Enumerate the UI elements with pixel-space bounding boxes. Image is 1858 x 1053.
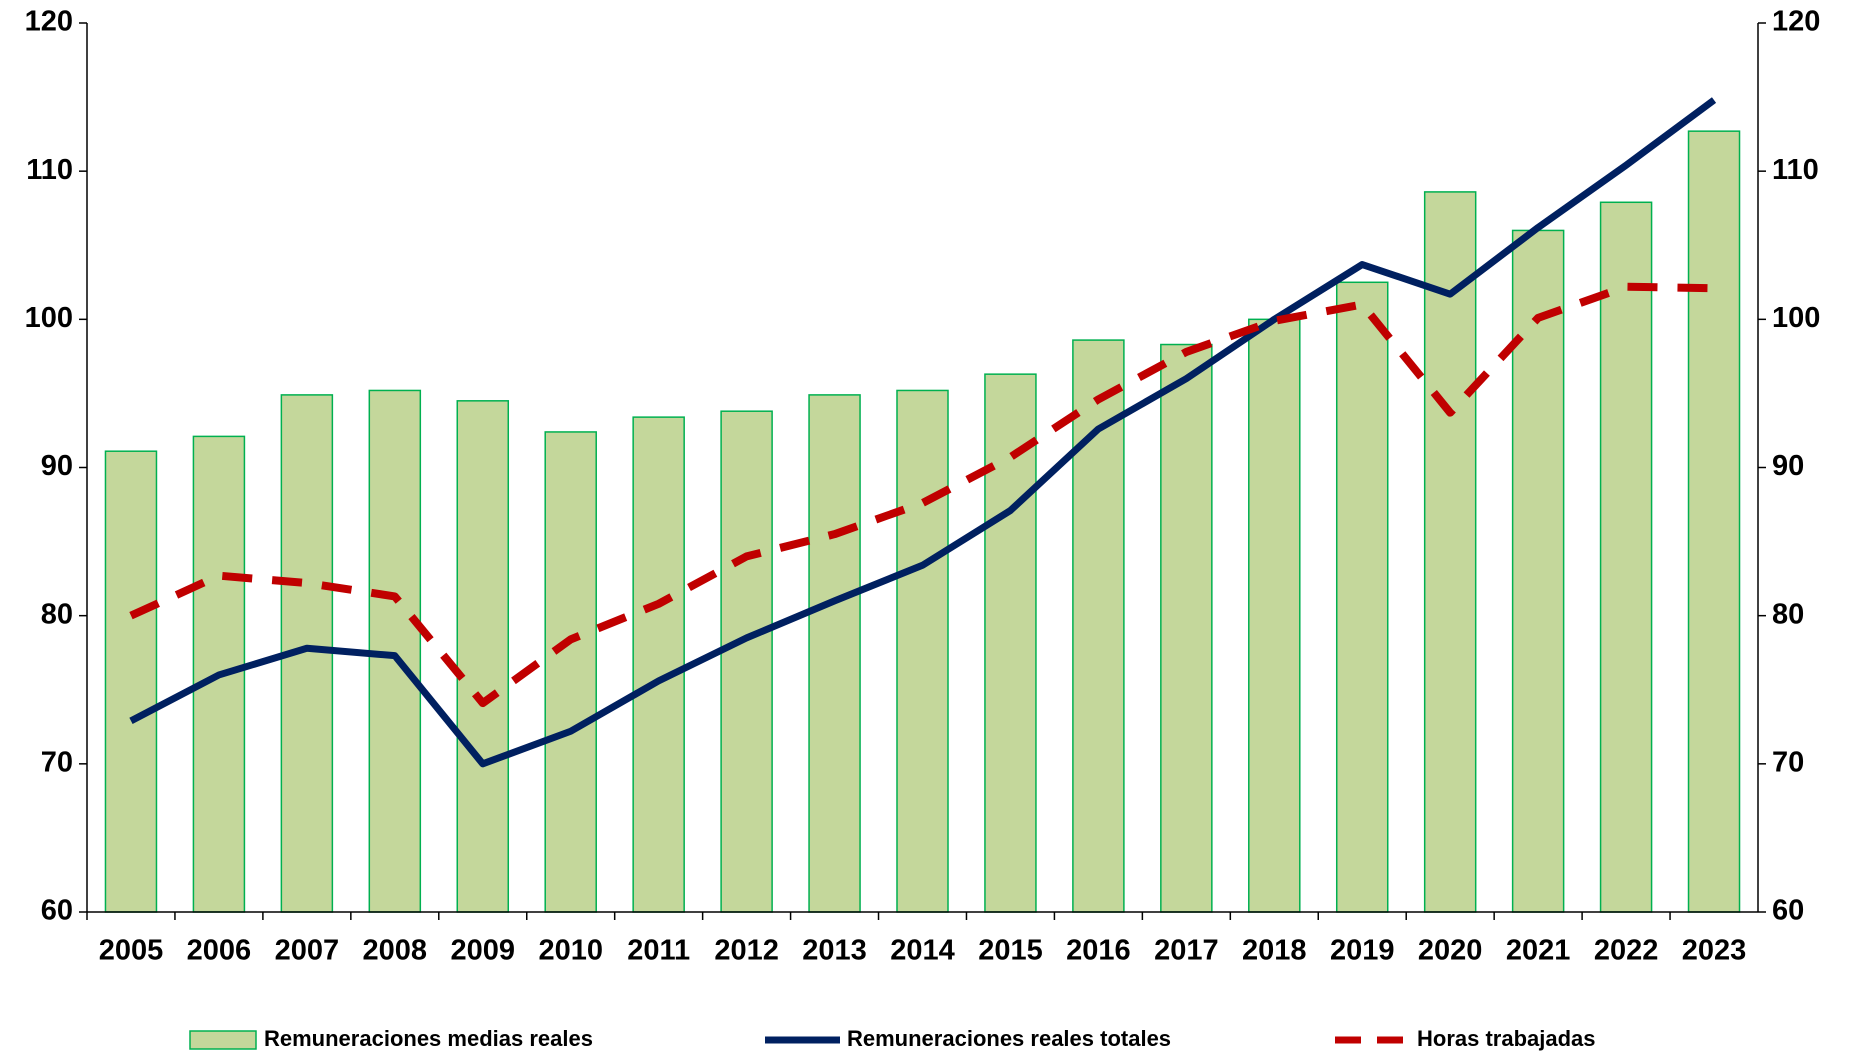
y-tick-label: 80 [41, 598, 73, 630]
x-tick-label: 2010 [538, 935, 603, 967]
y2-tick-label: 100 [1772, 302, 1820, 334]
x-tick-label: 2018 [1242, 935, 1307, 967]
line-series [129, 97, 1717, 768]
x-tick-label: 2015 [978, 935, 1043, 967]
bar [1160, 343, 1213, 913]
bar [1511, 229, 1565, 913]
x-tick-label: 2006 [187, 935, 252, 967]
x-tick-label: 2019 [1330, 935, 1395, 967]
legend-label: Horas trabajadas [1417, 1026, 1596, 1051]
y-tick-label: 70 [41, 746, 73, 778]
bar [632, 416, 685, 913]
y2-tick-label: 70 [1772, 746, 1804, 778]
bar [544, 431, 597, 913]
y2-tick-label: 80 [1772, 598, 1804, 630]
bar [720, 410, 773, 913]
y-tick-label: 60 [41, 895, 73, 927]
bar [1248, 318, 1301, 913]
x-tick-label: 2007 [275, 935, 340, 967]
x-tick-label: 2016 [1066, 935, 1131, 967]
bar [104, 450, 158, 913]
y2-tick-label: 110 [1772, 154, 1819, 186]
x-tick-label: 2014 [890, 935, 955, 967]
x-tick-label: 2011 [627, 935, 690, 967]
x-tick-label: 2009 [451, 935, 516, 967]
bar [1687, 130, 1741, 913]
bar [1599, 201, 1653, 913]
x-tick-label: 2023 [1682, 935, 1747, 967]
x-tick-label: 2021 [1506, 935, 1571, 967]
x-tick-label: 2017 [1154, 935, 1219, 967]
y-tick-label: 100 [25, 302, 73, 334]
bar [1335, 281, 1389, 913]
y-tick-label: 120 [25, 6, 73, 38]
bar [896, 389, 949, 913]
bar [1072, 339, 1125, 913]
x-tick-label: 2005 [99, 935, 164, 967]
y2-tick-label: 120 [1772, 6, 1820, 38]
bar [456, 400, 510, 913]
x-tick-label: 2013 [802, 935, 867, 967]
bar [1423, 191, 1477, 913]
y-tick-label: 90 [41, 450, 73, 482]
bar [984, 373, 1037, 913]
x-tick-label: 2020 [1418, 935, 1483, 967]
x-tick-label: 2012 [714, 935, 779, 967]
y-tick-label: 110 [26, 154, 73, 186]
y2-tick-label: 90 [1772, 450, 1804, 482]
legend-swatch [189, 1030, 257, 1050]
x-tick-label: 2022 [1594, 935, 1659, 967]
line-series [129, 282, 1715, 708]
x-tick-label: 2008 [363, 935, 428, 967]
y2-tick-label: 60 [1772, 895, 1804, 927]
legend-label: Remuneraciones reales totales [847, 1026, 1171, 1051]
bar [808, 394, 861, 913]
legend-label: Remuneraciones medias reales [264, 1026, 593, 1051]
